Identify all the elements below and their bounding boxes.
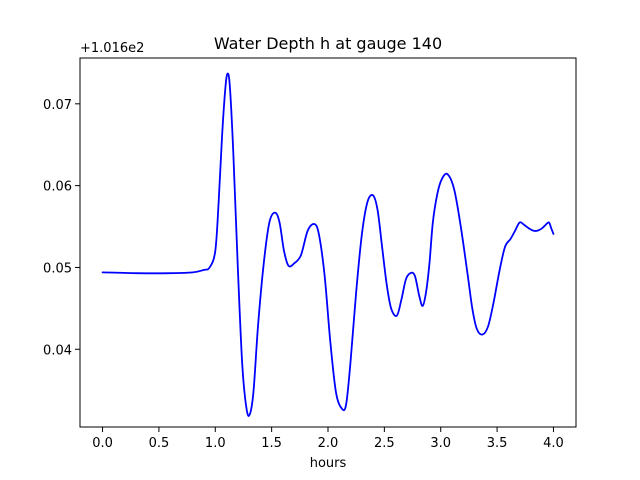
x-tick-label: 1.5 (261, 436, 282, 451)
series-layer (101, 72, 555, 418)
y-tick-label: 0.05 (43, 261, 72, 276)
x-tick-label: 3.0 (430, 436, 451, 451)
x-tick-label: 4.0 (543, 436, 564, 451)
chart-title: Water Depth h at gauge 140 (214, 34, 442, 53)
x-tick-label: 2.0 (318, 436, 339, 451)
x-tick-label: 0.5 (149, 436, 170, 451)
series-line (101, 72, 555, 418)
x-axis-ticks: 0.0 0.5 1.0 1.5 2.0 2.5 3.0 3.5 4.0 (92, 427, 564, 451)
x-tick-label: 3.5 (487, 436, 508, 451)
y-tick-label: 0.07 (43, 98, 72, 113)
x-tick-label: 2.5 (374, 436, 395, 451)
x-tick-label: 0.0 (92, 436, 113, 451)
x-axis-label: hours (310, 456, 347, 471)
y-axis-ticks: 0.04 0.05 0.06 0.07 (43, 98, 80, 358)
y-tick-label: 0.06 (43, 180, 72, 195)
y-offset-text: +1.016e2 (80, 41, 144, 56)
x-tick-label: 1.0 (205, 436, 226, 451)
plot-area (79, 57, 577, 428)
y-tick-label: 0.04 (43, 343, 72, 358)
